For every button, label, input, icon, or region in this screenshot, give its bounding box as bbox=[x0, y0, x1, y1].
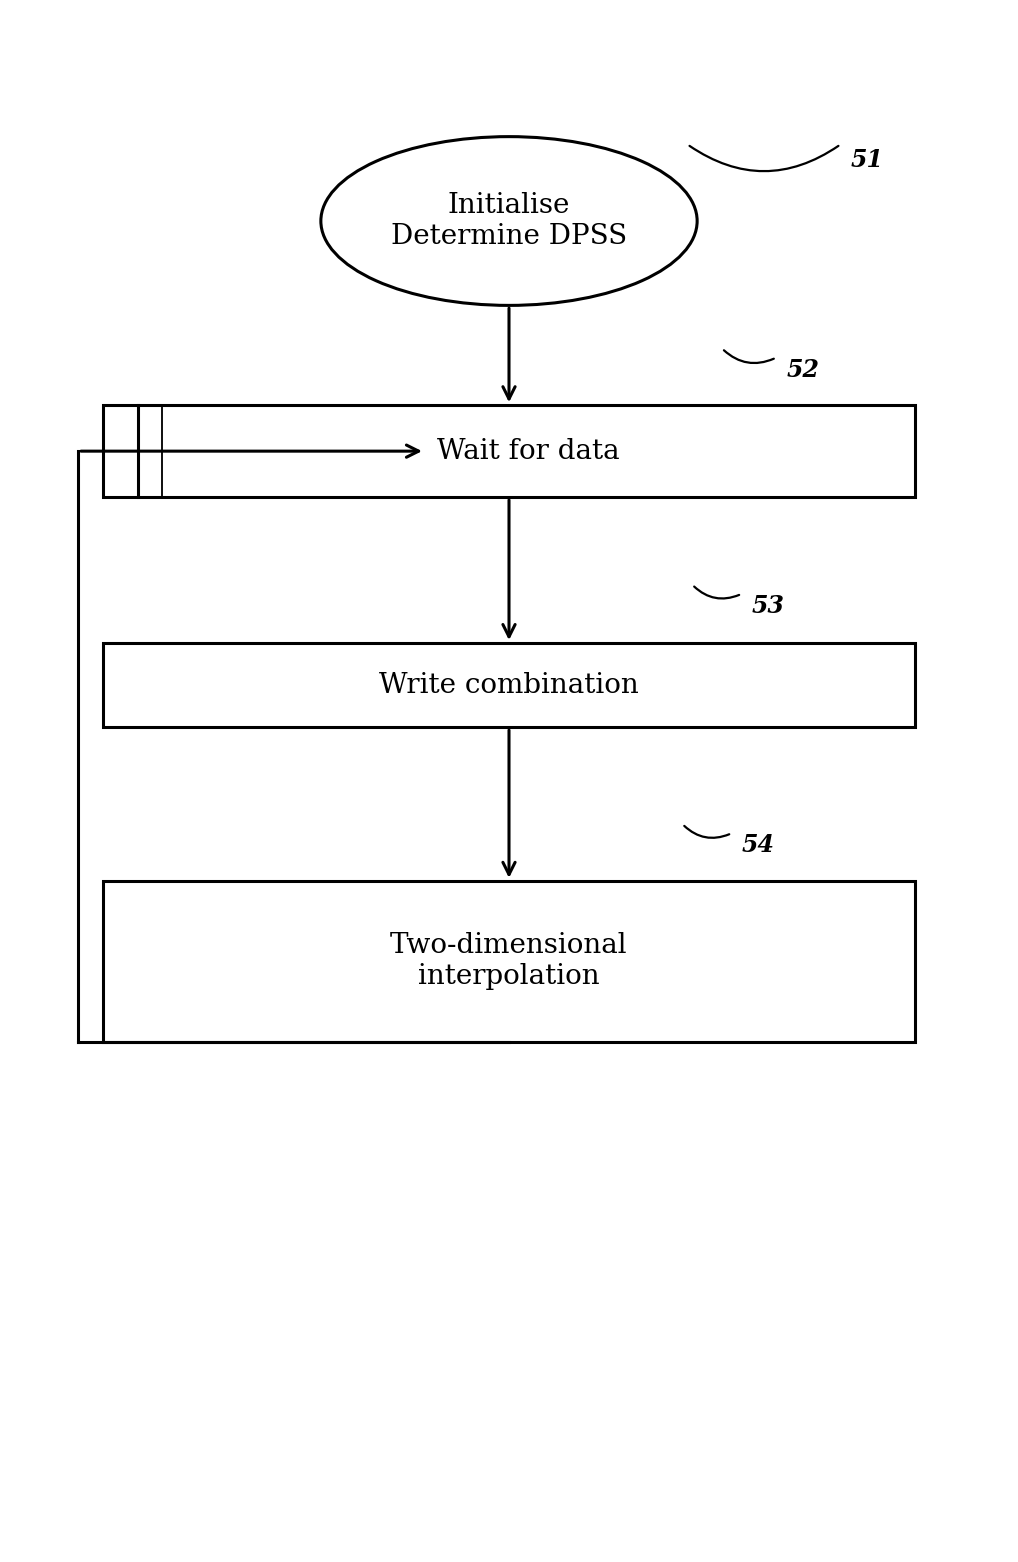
Text: 53: 53 bbox=[751, 594, 785, 619]
Text: Write combination: Write combination bbox=[379, 672, 639, 698]
Bar bbox=[103, 881, 915, 1042]
Text: Two-dimensional
interpolation: Two-dimensional interpolation bbox=[390, 933, 628, 990]
Text: Wait for data: Wait for data bbox=[438, 437, 620, 464]
Bar bbox=[103, 644, 915, 728]
Text: 54: 54 bbox=[742, 834, 775, 858]
Bar bbox=[103, 405, 915, 497]
Text: 51: 51 bbox=[851, 148, 884, 172]
Text: 52: 52 bbox=[786, 358, 819, 381]
Text: Initialise
Determine DPSS: Initialise Determine DPSS bbox=[391, 192, 627, 250]
